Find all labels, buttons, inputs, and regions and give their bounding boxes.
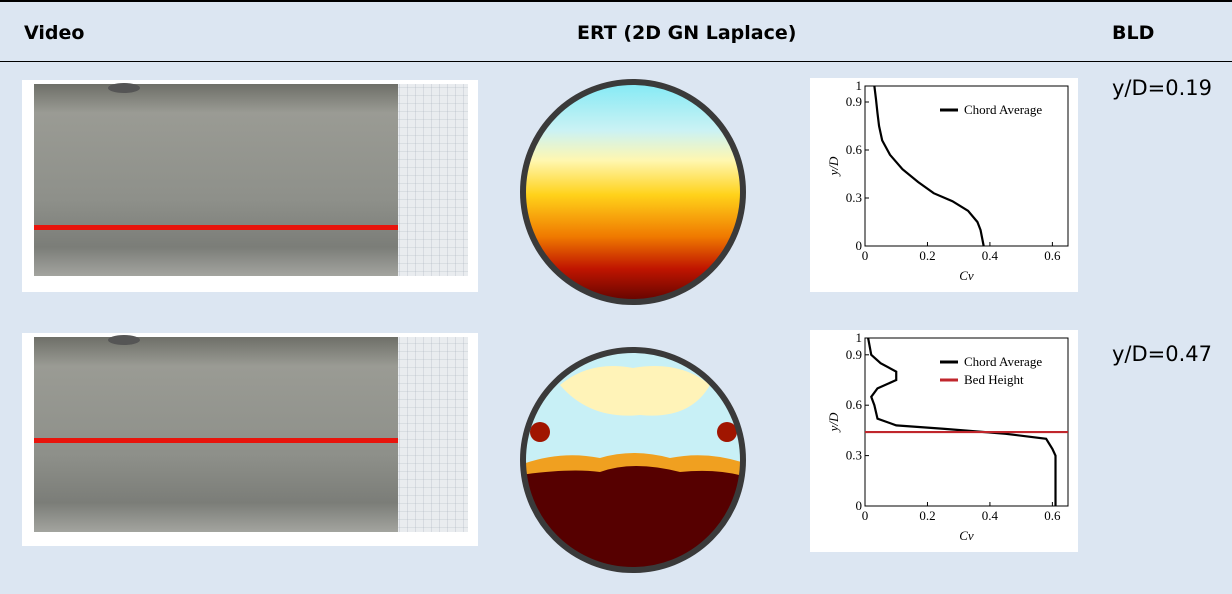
y-tick-label: 0.6	[846, 142, 863, 157]
x-axis-label: Cv	[959, 528, 974, 543]
y-tick-label: 0	[856, 238, 863, 253]
row-label: y/D=0.47	[1112, 342, 1212, 366]
bld-plot: 0 0.2 0.4 0.6 0 0.3 0.6 0.9 1 Cv y/D Chord Average B…	[810, 330, 1078, 552]
ert-image	[520, 80, 750, 310]
y-tick-label: 0.9	[846, 347, 862, 362]
y-tick-label: 0.3	[846, 448, 862, 463]
x-tick-label: 0	[862, 508, 869, 523]
legend-label: Chord Average	[964, 354, 1042, 369]
x-tick-label: 0.6	[1044, 248, 1061, 263]
y-tick-label: 0.9	[846, 94, 862, 109]
y-tick-label: 0.6	[846, 397, 863, 412]
y-tick-label: 1	[856, 330, 863, 345]
video-frame	[22, 333, 478, 546]
bld-plot: 0 0.2 0.4 0.6 0 0.3 0.6 0.91 Cv y/D Chord Average	[810, 78, 1078, 292]
x-tick-label: 0.4	[982, 508, 999, 523]
video-frame	[22, 80, 478, 292]
y-axis-label: y/D	[826, 156, 841, 177]
legend-label: Chord Average	[964, 102, 1042, 117]
x-tick-label: 0.4	[982, 248, 999, 263]
x-tick-label: 0.6	[1044, 508, 1061, 523]
legend-label: Bed Height	[964, 372, 1024, 387]
row-label: y/D=0.19	[1112, 76, 1212, 100]
y-tick-label: 0.3	[846, 190, 862, 205]
x-axis-label: Cv	[959, 268, 974, 283]
ert-image	[520, 345, 750, 580]
x-tick-label: 0.2	[919, 248, 935, 263]
page: Video ERT (2D GN Laplace) BLD	[0, 0, 1232, 594]
x-tick-label: 0	[862, 248, 869, 263]
x-tick-label: 0.2	[919, 508, 935, 523]
y-axis-label: y/D	[826, 412, 841, 433]
y-tick-label: 1	[856, 78, 863, 93]
y-tick-label: 0	[856, 498, 863, 513]
